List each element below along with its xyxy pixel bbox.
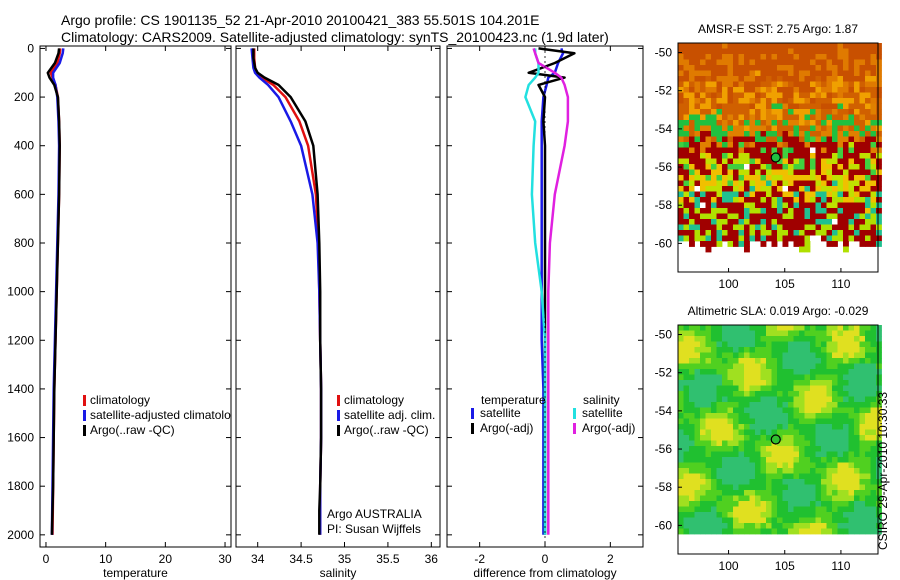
sla_map-ytick-label: -54 (655, 404, 673, 418)
sst_map-title: AMSR-E SST: 2.75 Argo: 1.87 (698, 22, 858, 36)
difference-xtick-label: 2 (607, 552, 614, 566)
difference-xtick-label: -2 (474, 552, 485, 566)
salinity-note-line-1: Argo AUSTRALIA (327, 507, 422, 521)
sst_map-ytick-label: -50 (655, 46, 673, 60)
temperature-legend-swatch (83, 425, 86, 436)
depth-tick-label: 1800 (7, 479, 34, 493)
sst_map-frame (677, 42, 879, 273)
temperature-xtick-label: 30 (218, 552, 232, 566)
salinity-note-line-2: PI: Susan Wijffels (327, 522, 421, 536)
temperature-legend-swatch (83, 410, 86, 421)
sst_map-argo-marker (770, 152, 781, 163)
depth-tick-label: 200 (14, 90, 34, 104)
salinity-xtick-label: 35 (338, 552, 352, 566)
temperature-legend-swatch (83, 395, 86, 406)
difference-line-temperature-satellite (540, 47, 565, 535)
salinity-xtick-label: 34 (251, 552, 265, 566)
difference-legend-swatch (471, 423, 474, 434)
salinity-legend-entry: Argo(..raw -QC) (344, 423, 429, 437)
salinity-axes-frame (235, 45, 441, 548)
depth-tick-label: 400 (14, 139, 34, 153)
difference-legend-swatch (573, 408, 576, 419)
difference-legend-swatch (573, 423, 576, 434)
sla_map-argo-marker (770, 434, 781, 445)
salinity-xtick-label: 35.5 (376, 552, 400, 566)
temperature-legend-entry: satellite-adjusted climatology (90, 408, 243, 422)
sst_map-ytick-label: -52 (655, 84, 673, 98)
difference-line-salinity-satellite (524, 48, 547, 535)
sla_map-xtick-label: 105 (775, 559, 795, 573)
depth-tick-label: 800 (14, 236, 34, 250)
sla_map-xtick-label: 110 (831, 559, 850, 573)
sla_map-xtick-label: 100 (719, 559, 739, 573)
sst_map-xtick-label: 100 (719, 277, 739, 291)
sla_map-cells (678, 325, 882, 535)
salinity-line-argo-raw-qc- (252, 48, 323, 535)
difference-legend-title-temperature: temperature (481, 393, 546, 407)
temperature-xtick-label: 0 (43, 552, 50, 566)
temperature-legend-entry: Argo(..raw -QC) (90, 423, 175, 437)
salinity-legend-swatch (337, 395, 340, 406)
difference-legend-title-salinity: salinity (583, 393, 620, 407)
temperature-axes-frame (39, 45, 232, 548)
sla_map-ytick-label: -50 (655, 328, 673, 342)
sst_map-xtick-label: 105 (775, 277, 795, 291)
depth-tick-label: 600 (14, 187, 34, 201)
difference-legend-entry: satellite (480, 406, 521, 420)
difference-legend-entry: Argo(-adj) (582, 421, 635, 435)
temperature-xtick-label: 20 (159, 552, 173, 566)
sla_map-ytick-label: -58 (655, 480, 673, 494)
temperature-legend-entry: climatology (90, 393, 150, 407)
difference-legend-swatch (471, 408, 474, 419)
salinity-legend-swatch (337, 410, 340, 421)
salinity-xlabel: salinity (320, 566, 357, 580)
sst_map-ytick-label: -60 (655, 236, 673, 250)
salinity-xtick-label: 34.5 (289, 552, 313, 566)
depth-tick-label: 2000 (7, 528, 34, 542)
sst_map-xtick-label: 110 (831, 277, 850, 291)
salinity-legend-entry: climatology (344, 393, 404, 407)
temperature-xtick-label: 10 (99, 552, 113, 566)
sla_map-frame (677, 324, 879, 555)
difference-xlabel: difference from climatology (473, 566, 616, 580)
depth-tick-label: 1400 (7, 382, 34, 396)
depth-tick-label: 0 (27, 41, 34, 55)
salinity-legend-entry: satellite adj. clim. (344, 408, 435, 422)
difference-legend-entry: Argo(-adj) (480, 421, 533, 435)
side-caption: CSIRO 29-Apr-2010 10:30:33 (876, 391, 890, 550)
figure-title-line-1: Argo profile: CS 1901135_52 21-Apr-2010 … (61, 12, 540, 28)
sla_map-ytick-label: -60 (655, 518, 673, 532)
sla_map-title: Altimetric SLA: 0.019 Argo: -0.029 (688, 304, 869, 318)
temperature-xlabel: temperature (103, 566, 168, 580)
sst_map-cells (678, 43, 882, 253)
difference-xtick-label: 0 (542, 552, 549, 566)
sla_map-ytick-label: -52 (655, 366, 673, 380)
figure-title-line-2: Climatology: CARS2009. Satellite-adjuste… (61, 29, 609, 45)
depth-tick-label: 1600 (7, 431, 34, 445)
difference-legend-entry: satellite (582, 406, 623, 420)
sst_map-ytick-label: -54 (655, 122, 673, 136)
salinity-legend-swatch (337, 425, 340, 436)
sst_map-ytick-label: -58 (655, 198, 673, 212)
sst_map-ytick-label: -56 (655, 160, 673, 174)
salinity-xtick-label: 36 (425, 552, 439, 566)
difference-line-salinity-argo-adj- (532, 48, 570, 535)
depth-tick-label: 1200 (7, 333, 34, 347)
temperature-line-argo-raw-qc- (46, 48, 61, 535)
depth-tick-label: 1000 (7, 285, 34, 299)
sla_map-ytick-label: -56 (655, 442, 673, 456)
